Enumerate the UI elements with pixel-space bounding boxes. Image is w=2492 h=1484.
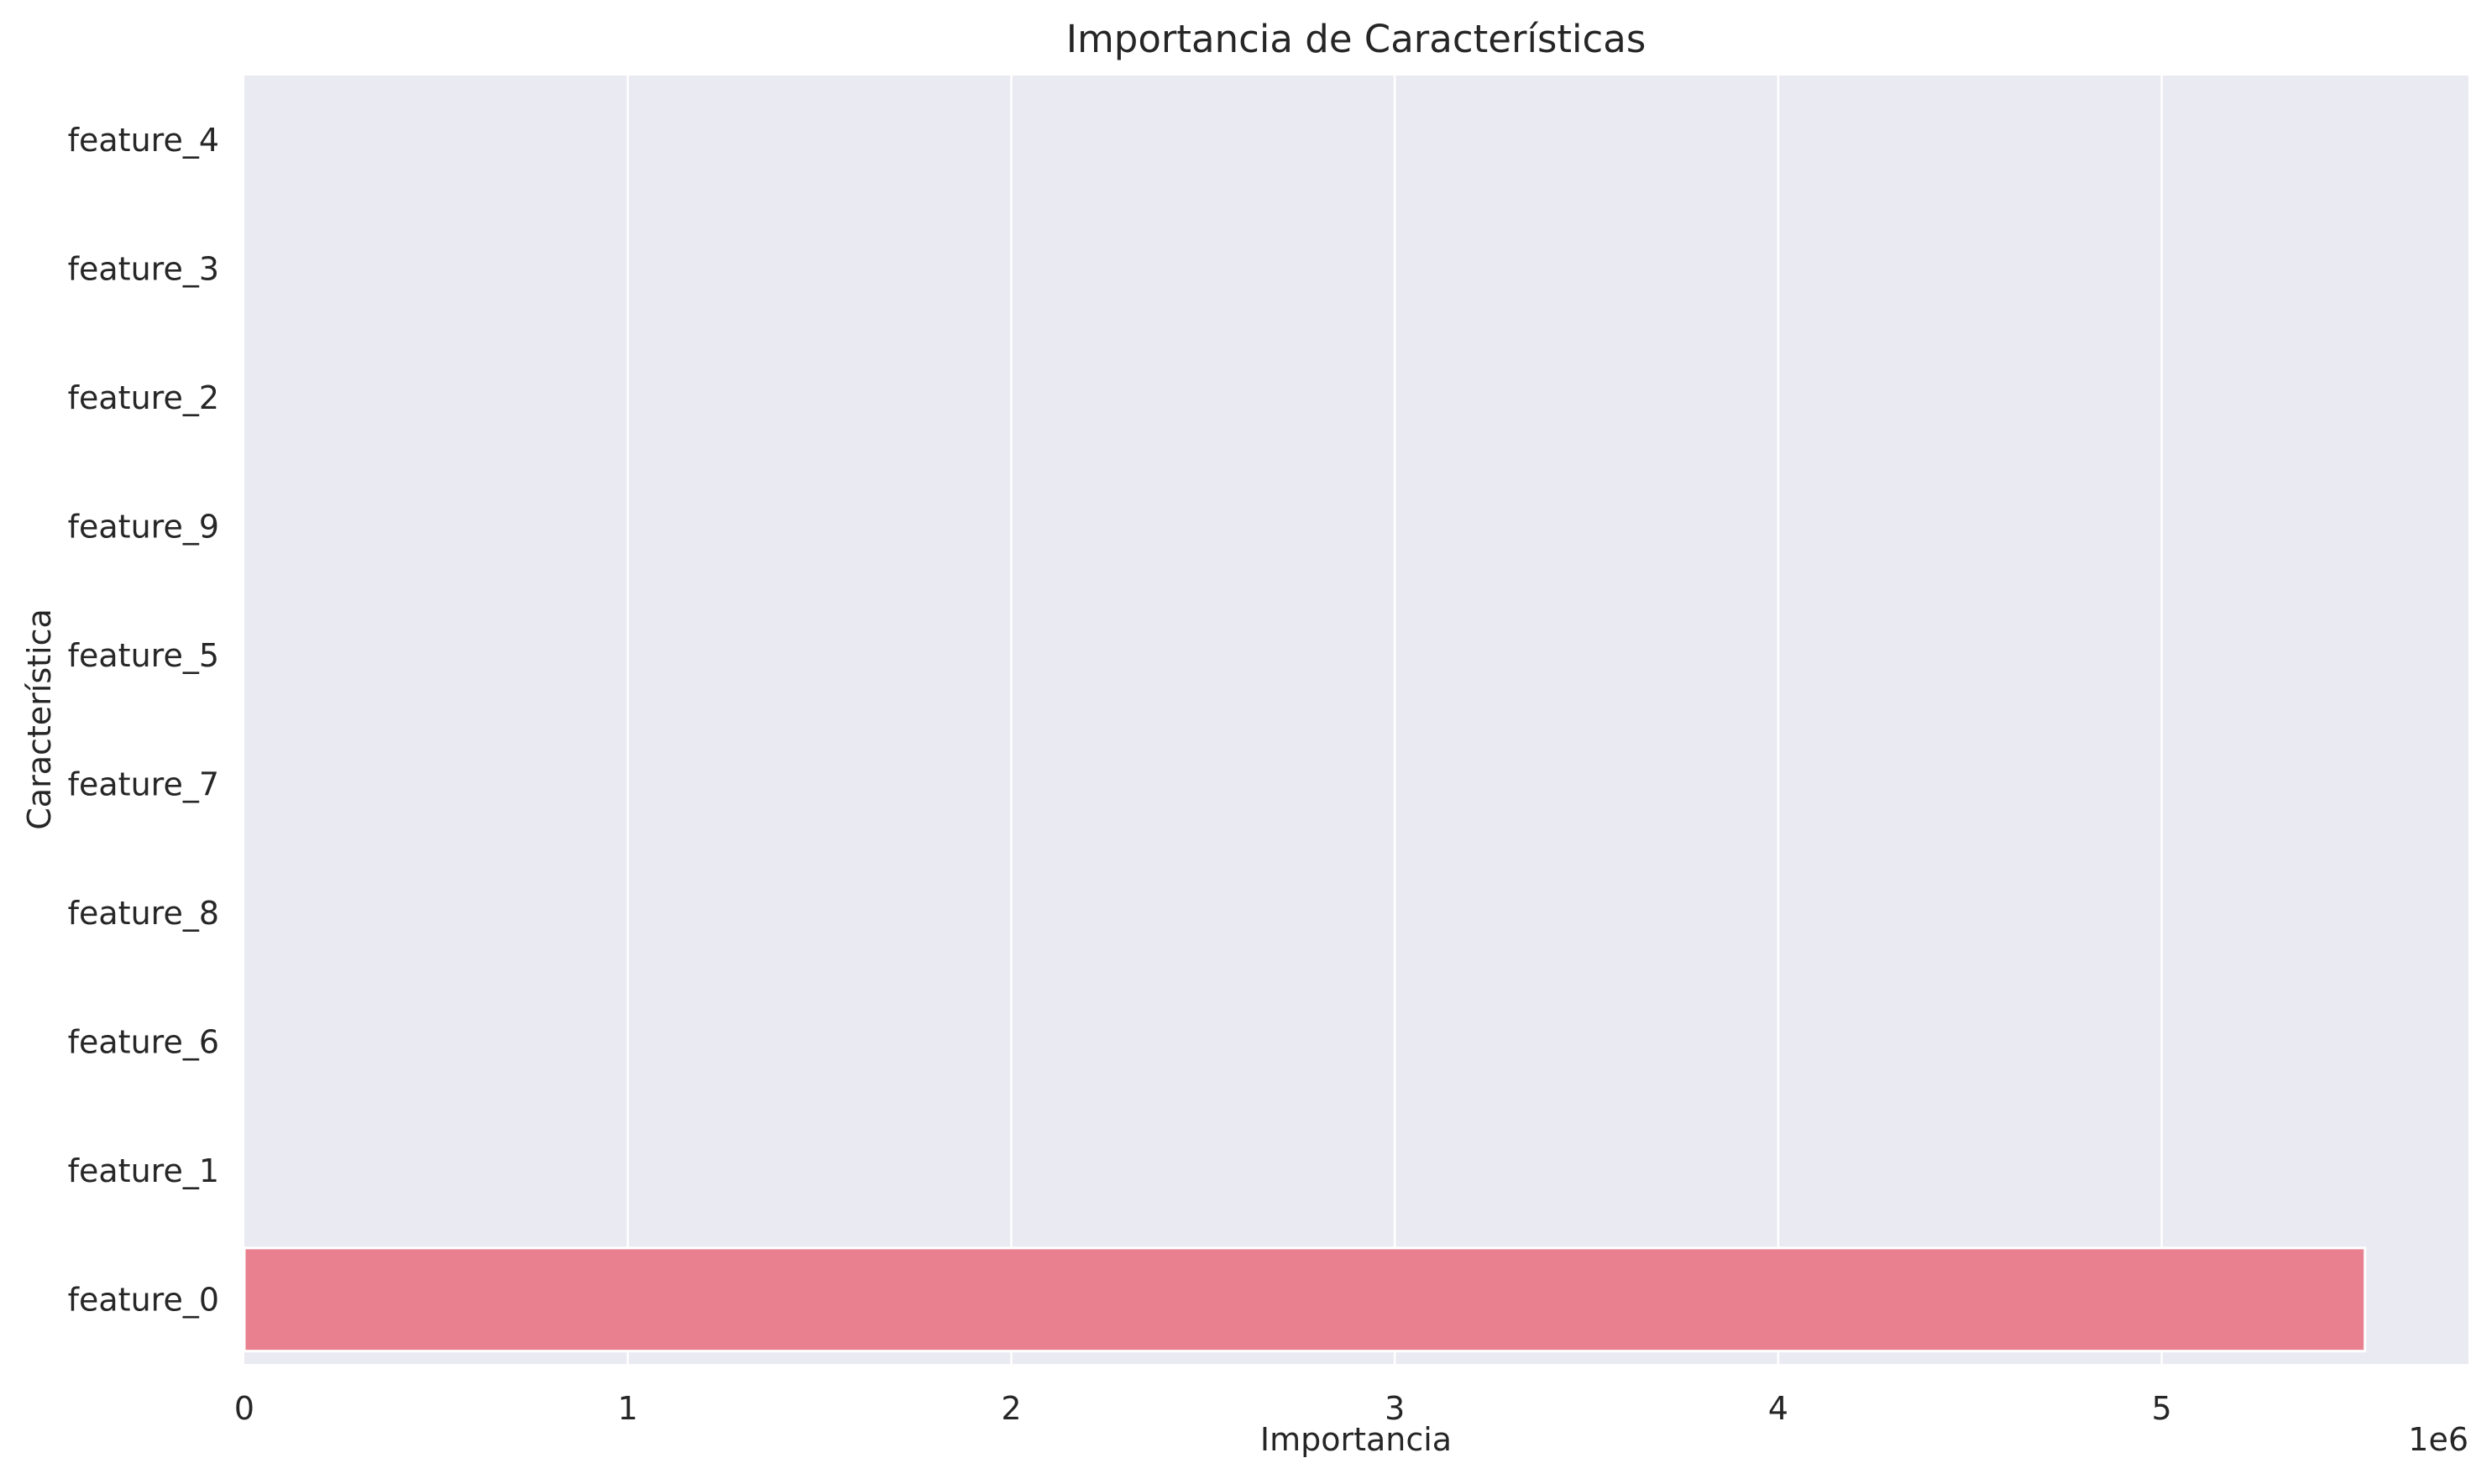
y-tick-label-feature_9: feature_9: [68, 508, 219, 545]
x-tick-labels: 0 1 2 3 4 5: [234, 1390, 2172, 1427]
y-tick-label-feature_0: feature_0: [68, 1281, 219, 1318]
x-tick-label-5: 5: [2152, 1390, 2172, 1427]
y-tick-label-feature_5: feature_5: [68, 637, 219, 674]
x-tick-label-2: 2: [1001, 1390, 1021, 1427]
y-tick-label-feature_4: feature_4: [68, 122, 219, 159]
x-tick-label-1: 1: [618, 1390, 638, 1427]
chart-title: Importancia de Características: [1066, 17, 1646, 61]
y-tick-labels: feature_4 feature_3 feature_2 feature_9feat…: [68, 122, 219, 1319]
y-axis-label: Característica: [21, 609, 58, 830]
plot-area: [244, 76, 2468, 1364]
bars: [243, 1246, 2367, 1353]
x-axis-label: Importancia: [1260, 1421, 1452, 1458]
x-tick-label-3: 3: [1385, 1390, 1405, 1427]
y-tick-label-feature_3: feature_3: [68, 250, 219, 287]
bar-feature_0: [243, 1246, 2367, 1353]
x-tick-label-0: 0: [234, 1390, 254, 1427]
x-tick-label-4: 4: [1768, 1390, 1788, 1427]
y-tick-label-feature_7: feature_7: [68, 766, 219, 802]
y-tick-label-feature_6: feature_6: [68, 1023, 219, 1060]
grid-lines: [626, 76, 2163, 1364]
x-axis-offset-label: 1e6: [2408, 1421, 2468, 1458]
y-tick-label-feature_8: feature_8: [68, 895, 219, 932]
y-tick-label-feature_2: feature_2: [68, 379, 219, 416]
y-tick-label-feature_1: feature_1: [68, 1152, 219, 1189]
